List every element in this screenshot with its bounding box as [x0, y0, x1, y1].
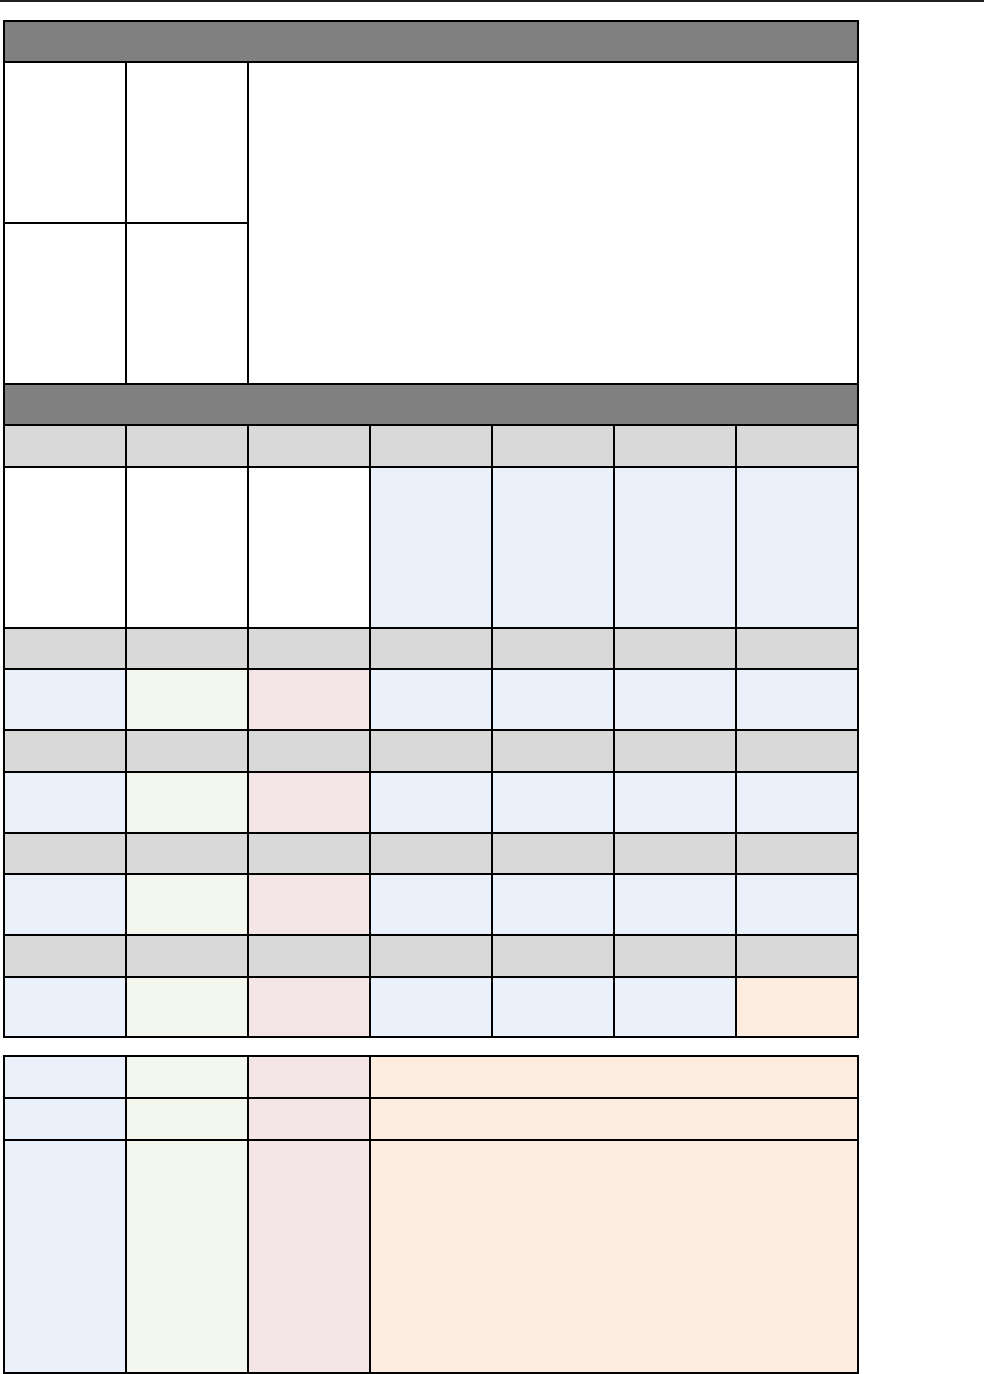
table-cell	[491, 976, 615, 1038]
column-header-cell	[491, 832, 615, 875]
table-cell	[247, 466, 371, 629]
table-cell	[3, 1055, 127, 1099]
table-cell	[491, 668, 615, 731]
column-header-cell	[491, 934, 615, 978]
column-header-cell	[613, 832, 737, 875]
table-cell	[125, 668, 249, 731]
table-cell	[3, 771, 127, 834]
column-header-cell	[247, 424, 371, 468]
table-cell	[247, 668, 371, 731]
table-cell	[3, 976, 127, 1038]
column-header-cell	[613, 424, 737, 468]
table-cell	[369, 1055, 859, 1099]
column-header-cell	[247, 627, 371, 670]
table-cell	[125, 1139, 249, 1374]
column-header-cell	[491, 729, 615, 773]
table-cell	[125, 873, 249, 936]
table-cell	[125, 466, 249, 629]
table-cell	[125, 1097, 249, 1141]
table-cell	[369, 466, 493, 629]
table-cell	[247, 771, 371, 834]
column-header-cell	[247, 934, 371, 978]
column-header-cell	[369, 729, 493, 773]
table-cell	[735, 873, 859, 936]
table-cell	[247, 1055, 371, 1099]
page-top-rule	[0, 0, 984, 2]
table-cell	[491, 771, 615, 834]
table-cell	[125, 222, 249, 385]
table-cell	[613, 873, 737, 936]
table-cell	[247, 1139, 371, 1374]
column-header-cell	[735, 934, 859, 978]
section-header-bar	[3, 383, 859, 426]
table-cell	[613, 668, 737, 731]
table-cell	[369, 1097, 859, 1141]
column-header-cell	[3, 424, 127, 468]
column-header-cell	[613, 627, 737, 670]
table-cell	[3, 1139, 127, 1374]
table-cell	[369, 668, 493, 731]
table-cell	[3, 222, 127, 385]
column-header-cell	[125, 832, 249, 875]
table-cell	[735, 976, 859, 1038]
column-header-cell	[369, 934, 493, 978]
table-cell	[247, 976, 371, 1038]
table-cell	[369, 1139, 859, 1374]
table-cell	[491, 873, 615, 936]
table-cell	[247, 1097, 371, 1141]
table-cell	[125, 976, 249, 1038]
table-cell	[3, 873, 127, 936]
column-header-cell	[247, 729, 371, 773]
table-cell	[491, 466, 615, 629]
column-header-cell	[125, 729, 249, 773]
column-header-cell	[491, 424, 615, 468]
table-cell	[735, 668, 859, 731]
column-header-cell	[613, 729, 737, 773]
column-header-cell	[369, 424, 493, 468]
column-header-cell	[247, 832, 371, 875]
table-cell	[3, 668, 127, 731]
table-cell	[613, 466, 737, 629]
column-header-cell	[735, 729, 859, 773]
table-cell	[613, 771, 737, 834]
table-cell	[369, 771, 493, 834]
table-cell	[247, 873, 371, 936]
column-header-cell	[3, 627, 127, 670]
table-cell	[3, 61, 127, 224]
column-header-cell	[3, 832, 127, 875]
column-header-cell	[735, 832, 859, 875]
column-header-cell	[369, 832, 493, 875]
table-cell	[3, 466, 127, 629]
column-header-cell	[125, 934, 249, 978]
column-header-cell	[735, 424, 859, 468]
table-cell	[247, 61, 859, 385]
table-cell	[369, 976, 493, 1038]
column-header-cell	[613, 934, 737, 978]
column-header-cell	[125, 424, 249, 468]
column-header-cell	[491, 627, 615, 670]
table-cell	[125, 771, 249, 834]
column-header-cell	[735, 627, 859, 670]
table-cell	[3, 1097, 127, 1141]
column-header-cell	[369, 627, 493, 670]
table-cell	[125, 1055, 249, 1099]
table-cell	[735, 466, 859, 629]
column-header-cell	[125, 627, 249, 670]
table-cell	[369, 873, 493, 936]
column-header-cell	[3, 729, 127, 773]
table-cell	[125, 61, 249, 224]
column-header-cell	[3, 934, 127, 978]
section-header-bar	[3, 20, 859, 63]
table-cell	[735, 771, 859, 834]
table-cell	[613, 976, 737, 1038]
